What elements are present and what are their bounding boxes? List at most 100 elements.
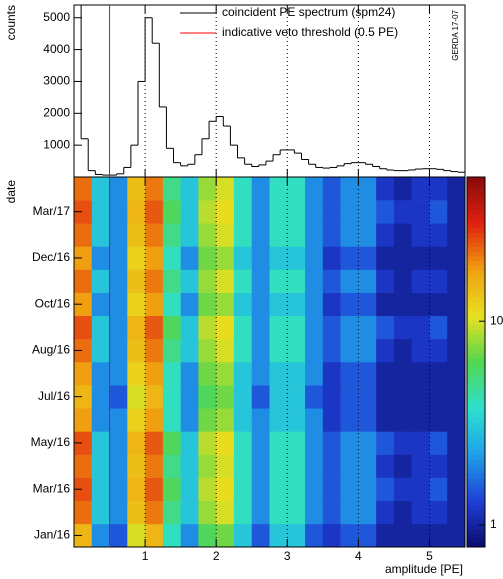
heatmap-cell: [198, 246, 217, 270]
colorbar-slice: [467, 403, 485, 409]
colorbar-slice: [467, 436, 485, 442]
heatmap-cell: [447, 408, 466, 432]
heatmap-cell: [216, 315, 235, 340]
heatmap-cell: [269, 385, 288, 409]
heatmap-cell: [269, 362, 288, 386]
colorbar-slice: [467, 195, 485, 201]
colorbar-slice: [467, 486, 485, 492]
colorbar-slice: [467, 338, 485, 344]
heatmap-cell: [393, 269, 412, 293]
colorbar-tick-label: 1: [490, 517, 497, 531]
heatmap-cell: [127, 246, 146, 270]
heatmap-cell: [269, 477, 288, 502]
heatmap-cell: [305, 269, 324, 293]
colorbar-slice: [467, 255, 485, 261]
colorbar-slice: [467, 274, 485, 280]
legend-label: indicative veto threshold (0.5 PE): [222, 25, 398, 39]
colorbar-slice: [467, 514, 485, 520]
colorbar-slice: [467, 412, 485, 418]
heatmap-cell: [216, 523, 235, 548]
heatmap-cell: [287, 269, 306, 293]
colorbar-slice: [467, 426, 485, 432]
heatmap-cell: [127, 200, 146, 224]
heatmap-cell: [376, 177, 395, 201]
heatmap-cell: [358, 431, 377, 455]
heatmap-cell: [340, 385, 359, 409]
heatmap-cell: [216, 454, 235, 478]
heatmap-cell: [198, 338, 217, 363]
heatmap-cell: [91, 223, 110, 247]
heatmap-cell: [216, 269, 235, 293]
heatmap-cell: [393, 385, 412, 409]
heatmap-cell: [358, 362, 377, 386]
heatmap-cell: [322, 246, 341, 270]
heatmap-cell: [162, 523, 181, 548]
heatmap-cell: [358, 338, 377, 363]
heatmap-cell: [411, 246, 430, 270]
heatmap-cell: [393, 431, 412, 455]
colorbar-slice: [467, 500, 485, 506]
colorbar-slice: [467, 496, 485, 502]
heatmap-cell: [376, 477, 395, 502]
y-axis-label: date: [4, 180, 18, 204]
heatmap-cell: [340, 408, 359, 432]
annotation: GERDA 17-07: [451, 9, 460, 60]
y-tick-label: Jan/16: [34, 528, 70, 542]
heatmap-cell: [145, 292, 164, 317]
heatmap-cell: [358, 454, 377, 478]
heatmap-cell: [251, 292, 270, 317]
heatmap-cell: [376, 385, 395, 409]
heatmap-cell: [91, 362, 110, 386]
legend-label: coincident PE spectrum (spm24): [222, 5, 395, 19]
heatmap-cell: [74, 246, 93, 270]
heatmap-cell: [429, 246, 448, 270]
heatmap-cell: [251, 477, 270, 502]
colorbar-slice: [467, 292, 485, 298]
colorbar-slice: [467, 186, 485, 192]
heatmap-cell: [447, 523, 466, 548]
heatmap-cell: [287, 477, 306, 502]
heatmap-cell: [180, 431, 199, 455]
colorbar-slice: [467, 218, 485, 224]
heatmap-cell: [180, 408, 199, 432]
heatmap-cell: [340, 477, 359, 502]
colorbar-slice: [467, 519, 485, 525]
heatmap-cell: [305, 362, 324, 386]
x-axis-label: amplitude [PE]: [385, 562, 463, 576]
heatmap-cell: [74, 338, 93, 363]
colorbar-slice: [467, 334, 485, 340]
heatmap-cell: [287, 431, 306, 455]
heatmap-cell: [305, 292, 324, 317]
heatmap-cell: [447, 223, 466, 247]
heatmap-cell: [145, 246, 164, 270]
heatmap-cell: [305, 431, 324, 455]
colorbar-slice: [467, 251, 485, 257]
colorbar-slice: [467, 371, 485, 377]
heatmap-cell: [393, 200, 412, 224]
x-tick-label: 3: [284, 549, 291, 563]
heatmap-cell: [340, 223, 359, 247]
heatmap-cell: [233, 246, 253, 270]
colorbar-slice: [467, 375, 485, 381]
heatmap-cell: [340, 362, 359, 386]
colorbar-slice: [467, 459, 485, 465]
heatmap-cell: [233, 454, 253, 478]
colorbar-slice: [467, 352, 485, 358]
heatmap-cell: [447, 362, 466, 386]
heatmap-cell: [287, 292, 306, 317]
heatmap-cell: [429, 292, 448, 317]
colorbar-slice: [467, 463, 485, 469]
heatmap-cell: [447, 477, 466, 502]
heatmap-cell: [376, 362, 395, 386]
heatmap-cell: [233, 477, 253, 502]
heatmap-cell: [411, 315, 430, 340]
heatmap-cell: [340, 292, 359, 317]
heatmap-cell: [91, 338, 110, 363]
heatmap-cell: [91, 523, 110, 548]
colorbar-slice: [467, 306, 485, 312]
heatmap-cell: [376, 200, 395, 224]
heatmap-cell: [162, 454, 181, 478]
heatmap-cell: [109, 523, 128, 548]
heatmap-cell: [269, 454, 288, 478]
heatmap-cell: [305, 200, 324, 224]
